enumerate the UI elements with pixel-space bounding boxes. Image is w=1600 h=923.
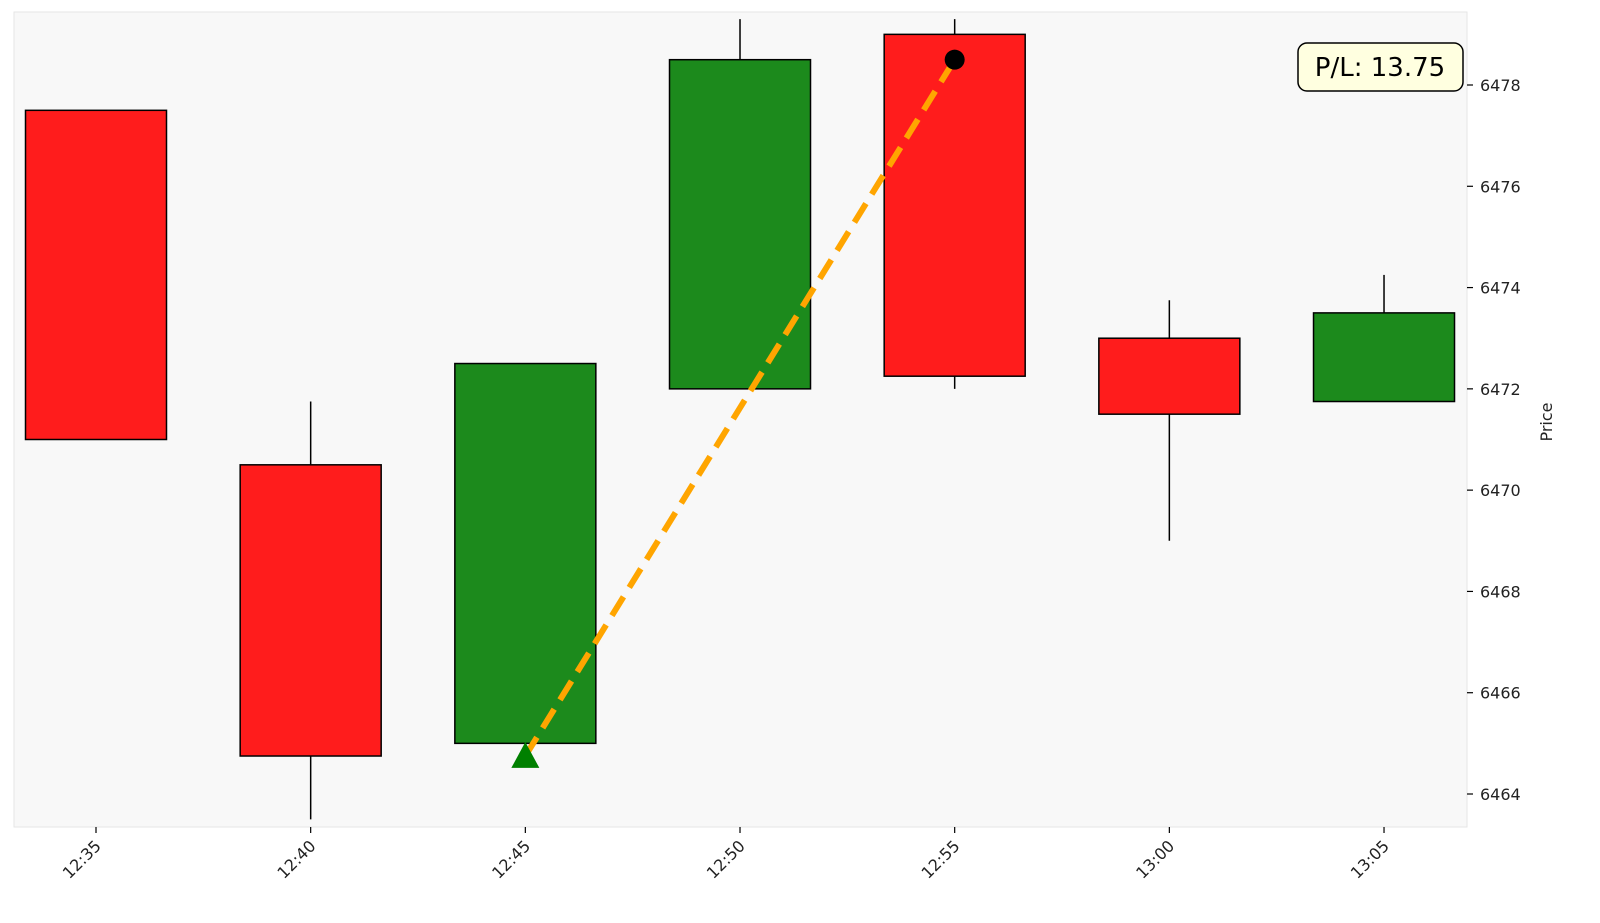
candle-body <box>454 362 597 745</box>
candle-body <box>668 58 812 390</box>
pl-annotation-text: P/L: 13.75 <box>1315 53 1445 83</box>
candle-1245 <box>454 362 597 745</box>
candle-body <box>24 109 168 441</box>
x-axis: 12:35 12:40 12:45 12:50 12:55 13:00 13:05 <box>59 827 1393 882</box>
x-tick-label: 12:55 <box>917 836 963 882</box>
pl-annotation: P/L: 13.75 <box>1297 42 1464 92</box>
candle-body <box>239 464 382 757</box>
y-tick-label: 6478 <box>1480 76 1521 95</box>
candle-body <box>883 33 1026 377</box>
candle-1235 <box>24 109 168 441</box>
candles-layer <box>24 19 1456 820</box>
y-axis-label: Price <box>1537 402 1556 441</box>
y-tick-label: 6468 <box>1480 582 1521 601</box>
x-tick-label: 13:05 <box>1347 836 1393 882</box>
candle-1300 <box>1098 300 1241 541</box>
candle-1255 <box>883 19 1026 389</box>
trade-line <box>522 58 958 758</box>
y-tick-label: 6464 <box>1480 785 1521 804</box>
y-tick-label: 6466 <box>1480 684 1521 703</box>
y-tick-label: 6476 <box>1480 177 1521 196</box>
x-tick-label: 12:50 <box>703 836 749 882</box>
candle-1305 <box>1312 274 1456 403</box>
candle-1240 <box>239 401 382 820</box>
x-tick-label: 12:40 <box>273 836 319 882</box>
candle-body <box>1098 337 1241 415</box>
pl-annotation-box <box>1297 42 1464 92</box>
y-tick-label: 6470 <box>1480 481 1521 500</box>
entry-marker-icon <box>511 742 540 768</box>
y-tick-label: 6472 <box>1480 380 1521 399</box>
trade-layer <box>511 49 965 768</box>
x-tick-label: 13:00 <box>1132 836 1178 882</box>
candle-body <box>1312 312 1456 403</box>
x-tick-label: 12:45 <box>488 836 534 882</box>
y-axis: 6464 6466 6468 6470 6472 6474 6476 6478 <box>1467 76 1521 804</box>
x-tick-label: 12:35 <box>59 836 105 882</box>
exit-marker-icon <box>944 49 965 70</box>
y-tick-label: 6474 <box>1480 279 1521 298</box>
